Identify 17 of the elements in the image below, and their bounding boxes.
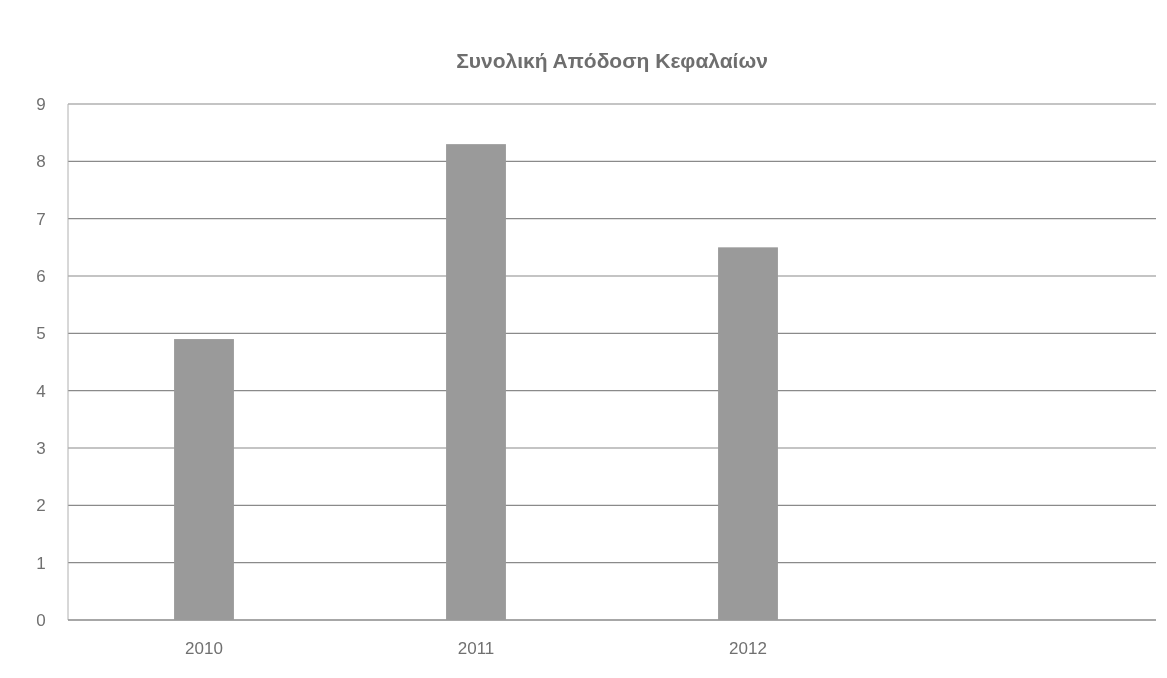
y-tick-label: 4	[36, 381, 46, 401]
y-tick-label: 3	[36, 438, 46, 458]
y-tick-label: 0	[36, 610, 46, 630]
y-tick-label: 9	[36, 94, 46, 114]
bar	[446, 144, 506, 620]
y-tick-label: 7	[36, 209, 46, 229]
chart-title: Συνολική Απόδοση Κεφαλαίων	[456, 49, 768, 72]
x-tick-label: 2012	[729, 639, 767, 658]
y-tick-label: 1	[36, 553, 46, 573]
x-tick-label: 2010	[185, 639, 223, 658]
y-tick-label: 8	[36, 152, 46, 172]
y-tick-label: 2	[36, 496, 46, 516]
x-tick-label: 2011	[457, 639, 495, 658]
bar	[174, 339, 234, 620]
y-tick-label: 6	[36, 266, 46, 286]
y-tick-label: 5	[36, 324, 46, 344]
bar	[718, 247, 778, 620]
